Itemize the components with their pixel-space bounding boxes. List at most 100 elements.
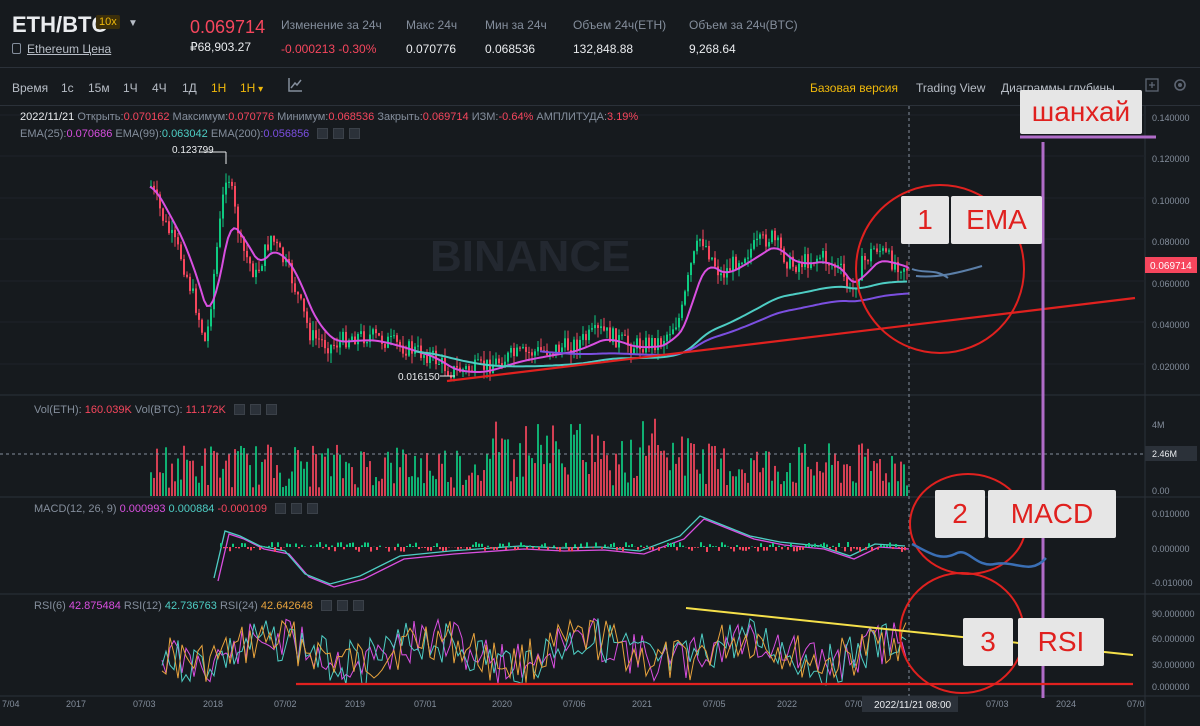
macd-histogram-bar: [220, 543, 222, 547]
settings-icon[interactable]: [1172, 77, 1188, 93]
expand-icon[interactable]: [1144, 77, 1160, 93]
macd-histogram-bar: [439, 547, 441, 550]
gear-icon[interactable]: [291, 503, 303, 514]
close-icon[interactable]: [352, 600, 364, 611]
candle-body: [360, 331, 362, 335]
eye-icon[interactable]: [233, 404, 245, 415]
tf-15m[interactable]: 15м: [88, 81, 110, 95]
volume-bar: [399, 467, 401, 496]
macd-histogram-bar: [343, 547, 345, 550]
candle-body: [444, 357, 446, 372]
gear-icon[interactable]: [249, 404, 261, 415]
tf-4h[interactable]: 4Ч: [152, 81, 167, 95]
candle-body: [684, 291, 686, 305]
macd-histogram-bar: [541, 544, 543, 547]
volume-bar: [279, 472, 281, 496]
price-chart-canvas[interactable]: BINANCE 0.123799 0.016150 0.140000 0.120…: [0, 106, 1200, 726]
close-icon[interactable]: [307, 503, 319, 514]
candle-body: [738, 263, 740, 270]
volume-bar: [594, 462, 596, 496]
volume-bar: [666, 457, 668, 496]
macd-histogram-bar: [337, 542, 339, 547]
volume-bar: [414, 455, 416, 496]
macd-histogram-bar: [673, 542, 675, 547]
macd-histogram-bar: [340, 542, 342, 547]
candle-body: [318, 338, 320, 340]
volume-bar: [555, 441, 557, 496]
candle-body: [675, 327, 677, 330]
macd-histogram-bar: [817, 546, 819, 547]
macd-histogram-bar: [811, 546, 813, 547]
volume-bar: [747, 482, 749, 496]
coin-info-link[interactable]: Ethereum Цена: [12, 42, 111, 56]
candle-body: [510, 348, 512, 353]
eye-icon[interactable]: [320, 600, 332, 611]
macd-histogram-bar: [703, 545, 705, 547]
eye-icon[interactable]: [275, 503, 287, 514]
candle-body: [843, 263, 845, 277]
close-icon[interactable]: [349, 128, 361, 139]
volume-bar: [507, 439, 509, 496]
gear-icon[interactable]: [333, 128, 345, 139]
volume-bar: [423, 483, 425, 496]
volume-bar: [618, 464, 620, 496]
candle-body: [657, 338, 659, 351]
close-icon[interactable]: [265, 404, 277, 415]
tf-more-dropdown[interactable]: 1Н: [240, 81, 263, 95]
macd-histogram-bar: [499, 543, 501, 547]
macd-histogram-bar: [727, 546, 729, 547]
macd-histogram-bar: [226, 547, 228, 549]
volume-bar: [699, 473, 701, 496]
volume-bar: [357, 487, 359, 496]
chart-area[interactable]: BINANCE 0.123799 0.016150 0.140000 0.120…: [0, 90, 1200, 726]
candle-body: [363, 331, 365, 344]
macd-histogram-bar: [556, 547, 558, 550]
volume-bar: [276, 465, 278, 496]
basic-version-tab[interactable]: Базовая версия: [810, 81, 898, 95]
candle-body: [174, 229, 176, 238]
coin-info-label[interactable]: Ethereum Цена: [27, 42, 112, 56]
candle-body: [741, 262, 743, 264]
candle-body: [276, 241, 278, 244]
macd-histogram-bar: [682, 545, 684, 547]
volume-bar: [327, 448, 329, 496]
candle-body: [294, 283, 296, 292]
candle-body: [576, 339, 578, 351]
candle-body: [591, 328, 593, 330]
macd-histogram-bar: [604, 544, 606, 547]
tf-time[interactable]: Время: [12, 81, 49, 95]
volume-bar: [636, 475, 638, 496]
tf-1s[interactable]: 1с: [61, 81, 74, 95]
macd-histogram-bar: [529, 545, 531, 547]
gear-icon[interactable]: [336, 600, 348, 611]
macd-histogram-bar: [868, 543, 870, 547]
macd-histogram-bar: [457, 547, 459, 550]
volume-bar: [660, 451, 662, 496]
tf-1w[interactable]: 1Н: [211, 81, 227, 95]
candle-body: [246, 250, 248, 258]
candle-body: [555, 344, 557, 354]
current-price-tag-bg: [1145, 257, 1197, 273]
tf-1h[interactable]: 1Ч: [123, 81, 138, 95]
volume-bar: [237, 451, 239, 496]
candle-body: [642, 349, 644, 353]
macd-histogram-bar: [547, 547, 549, 550]
indicators-icon[interactable]: [287, 77, 303, 93]
volume-bar: [561, 463, 563, 496]
pair-title[interactable]: ETH/BTC: [12, 12, 108, 37]
volume-bar: [885, 473, 887, 496]
macd-histogram-bar: [481, 543, 483, 547]
volume-bar: [663, 450, 665, 496]
volume-bar: [741, 469, 743, 496]
volume-bar: [312, 445, 314, 496]
eye-icon[interactable]: [317, 128, 329, 139]
candle-body: [474, 359, 476, 372]
volume-bar: [519, 443, 521, 496]
tradingview-tab[interactable]: Trading View: [916, 81, 986, 95]
chevron-down-icon[interactable]: ▼: [128, 18, 138, 29]
candle-body: [264, 244, 266, 266]
shanghai-annotation: шанхай: [1020, 90, 1142, 134]
time-tick: 07/03: [133, 699, 156, 709]
tf-1d[interactable]: 1Д: [182, 81, 197, 95]
volume-bar: [390, 462, 392, 496]
